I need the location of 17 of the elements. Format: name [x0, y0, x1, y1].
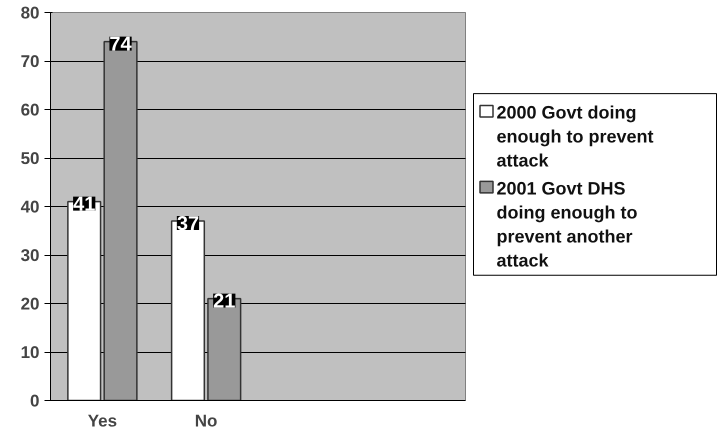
legend-label: 2001 Govt DHS doing enough to prevent another attack	[496, 178, 638, 270]
x-tick-label: No	[194, 412, 218, 430]
y-tick-label: 80	[20, 4, 40, 22]
y-tick-label: 70	[20, 52, 40, 71]
y-tick-label: 50	[20, 149, 40, 168]
legend-label: 2000 Govt doing enough to prevent attack	[496, 102, 654, 170]
data-label: 37	[176, 213, 200, 236]
data-label: 21	[213, 290, 236, 313]
data-label: 74	[109, 34, 133, 56]
y-tick-label: 40	[20, 198, 40, 216]
data-label: 41	[73, 194, 96, 216]
y-tick-label: 20	[20, 294, 40, 314]
y-tick-label: 30	[20, 246, 40, 265]
y-tick-label: 0	[30, 392, 40, 410]
y-tick-label: 10	[20, 343, 40, 362]
y-tick-label: 60	[20, 100, 40, 120]
x-tick-label: Yes	[88, 412, 118, 430]
